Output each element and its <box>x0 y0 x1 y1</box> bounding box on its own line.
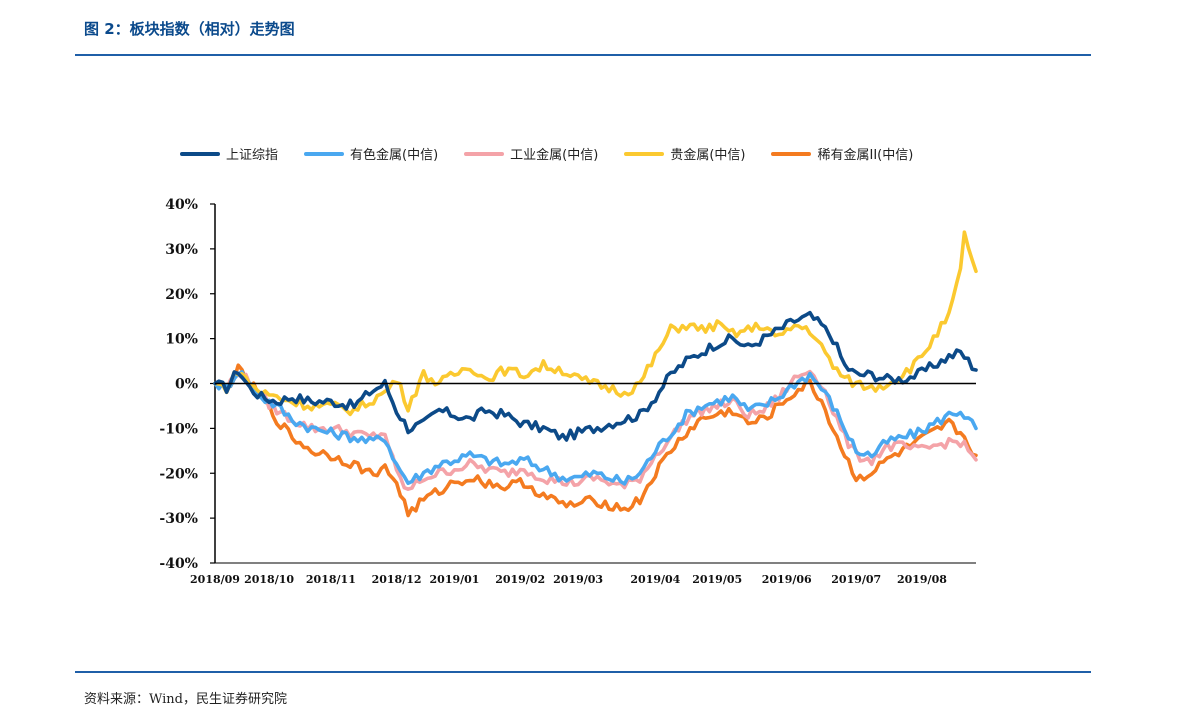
series-line-precious <box>213 230 978 417</box>
top-rule <box>75 54 1091 56</box>
y-tick-label: 0% <box>175 377 198 393</box>
x-tick-label: 2019/03 <box>553 573 603 586</box>
y-tick-label: -10% <box>159 421 198 437</box>
y-tick-label: -30% <box>159 511 198 527</box>
y-tick-label: 20% <box>165 287 198 303</box>
legend-label-rare: 稀有金属II(中信) <box>817 148 914 163</box>
legend-swatch-industrial <box>464 151 505 156</box>
figure-title: 图 2：板块指数（相对）走势图 <box>84 20 295 38</box>
legend-label-precious: 贵金属(中信) <box>670 148 746 163</box>
x-tick-label: 2018/10 <box>244 573 294 586</box>
x-tick-label: 2019/07 <box>831 573 881 586</box>
legend-swatch-shanghai <box>180 151 220 156</box>
y-tick-label: 30% <box>165 242 198 258</box>
series-line-shanghai <box>213 310 978 442</box>
legend-item-industrial: 工业金属(中信) <box>464 144 598 163</box>
series-line-nonferrous <box>213 370 978 486</box>
x-tick-label: 2019/01 <box>430 573 480 586</box>
series-line-rare <box>213 363 978 518</box>
y-tick-label: -20% <box>159 466 198 482</box>
legend-swatch-precious <box>624 151 665 156</box>
legend-item-precious: 贵金属(中信) <box>624 144 745 163</box>
legend-swatch-nonferrous <box>304 151 345 156</box>
x-tick-label: 2019/06 <box>762 573 812 586</box>
legend-swatch-rare <box>771 151 812 156</box>
legend-item-nonferrous: 有色金属(中信) <box>304 144 438 163</box>
x-tick-label: 2018/09 <box>190 573 240 586</box>
legend-label-industrial: 工业金属(中信) <box>510 148 599 163</box>
x-tick-label: 2019/05 <box>692 573 742 586</box>
x-tick-label: 2018/12 <box>372 573 422 586</box>
y-tick-label: -40% <box>159 556 198 572</box>
legend-label-shanghai: 上证综指 <box>226 148 279 163</box>
legend-item-rare: 稀有金属II(中信) <box>771 144 913 163</box>
x-tick-label: 2019/08 <box>897 573 947 586</box>
bottom-rule <box>75 671 1091 673</box>
y-tick-label: 10% <box>165 332 198 348</box>
chart-legend: 上证综指 有色金属(中信) 工业金属(中信) 贵金属(中信) 稀有金属II(中信… <box>180 144 913 163</box>
x-tick-label: 2019/02 <box>495 573 545 586</box>
x-tick-label: 2019/04 <box>630 573 680 586</box>
legend-item-shanghai: 上证综指 <box>180 144 278 163</box>
y-tick-label: 40% <box>165 197 198 213</box>
legend-label-nonferrous: 有色金属(中信) <box>350 148 439 163</box>
source-note: 资料来源：Wind，民生证券研究院 <box>84 692 287 707</box>
x-tick-label: 2018/11 <box>306 573 356 586</box>
